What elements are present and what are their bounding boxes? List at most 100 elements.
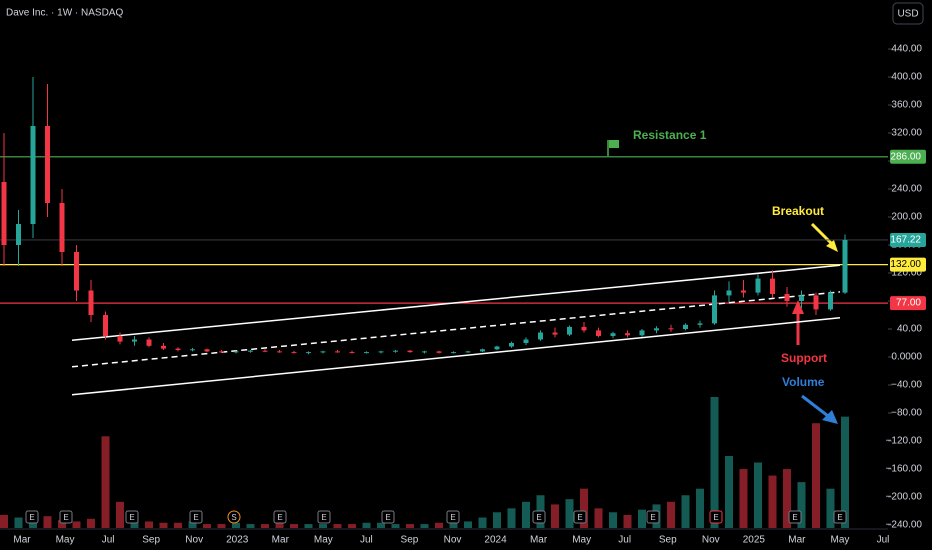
volume-bar bbox=[594, 508, 603, 528]
candle-body bbox=[59, 203, 65, 252]
volume-bar bbox=[217, 524, 226, 528]
volume-bar bbox=[130, 520, 139, 528]
y-tick-label: 320.00 bbox=[891, 128, 922, 139]
currency-button[interactable] bbox=[892, 2, 924, 25]
level-label: 132.00 bbox=[890, 259, 921, 270]
candle-body bbox=[828, 292, 833, 310]
y-tick-label: 360.00 bbox=[891, 100, 922, 111]
candle-body bbox=[842, 239, 848, 293]
candle-body bbox=[407, 350, 413, 353]
candle-body bbox=[422, 351, 427, 353]
candle-body bbox=[480, 349, 485, 352]
y-tick-label: −120.00 bbox=[886, 436, 923, 447]
event-badge bbox=[532, 510, 546, 524]
candle-body bbox=[219, 351, 224, 353]
x-tick-label: Jul bbox=[618, 535, 631, 546]
level-label: 286.00 bbox=[890, 151, 921, 162]
y-tick-label: −240.00 bbox=[886, 520, 923, 531]
x-tick-label: Sep bbox=[142, 535, 160, 546]
y-tick-label: 240.00 bbox=[891, 184, 922, 195]
volume-bar bbox=[261, 524, 269, 528]
volume-bar bbox=[348, 524, 356, 528]
volume-bar bbox=[0, 514, 8, 528]
candle-body bbox=[16, 224, 21, 245]
last-price-bg bbox=[890, 232, 926, 247]
volume-bar bbox=[232, 522, 240, 528]
y-tick-label: −160.00 bbox=[886, 464, 923, 475]
volume-bar bbox=[290, 524, 298, 528]
volume-bar bbox=[841, 416, 849, 528]
candle-body bbox=[320, 351, 326, 353]
event-badge bbox=[125, 510, 139, 524]
y-tick-label: 0.0000 bbox=[891, 352, 922, 363]
candle-body bbox=[625, 333, 630, 336]
event-label: E bbox=[713, 513, 718, 522]
y-tick-label: −200.00 bbox=[886, 492, 923, 503]
candle-body bbox=[552, 332, 558, 335]
volume-bar bbox=[362, 522, 371, 528]
volume-bar bbox=[377, 522, 385, 528]
candle-body bbox=[755, 278, 761, 293]
volume-bar bbox=[507, 508, 516, 528]
event-label: E bbox=[193, 513, 198, 522]
volume-bar bbox=[391, 524, 400, 528]
volume-bar bbox=[696, 488, 704, 528]
volume-bar bbox=[333, 524, 342, 528]
volume-bar bbox=[681, 495, 690, 528]
x-tick-label: Mar bbox=[788, 535, 806, 546]
y-tick-label: 440.00 bbox=[891, 44, 922, 55]
candle-body bbox=[436, 351, 442, 353]
y-tick-label: −40.00 bbox=[891, 380, 922, 391]
volume-bar bbox=[58, 520, 66, 528]
y-tick-label: −80.00 bbox=[891, 408, 922, 419]
candle-body bbox=[248, 350, 253, 352]
level-label-bg bbox=[890, 149, 926, 164]
candle-body bbox=[117, 336, 123, 342]
volume-bar bbox=[435, 522, 443, 528]
event-label: E bbox=[792, 513, 797, 522]
volume-label: Volume bbox=[782, 375, 825, 389]
volume-bar bbox=[754, 462, 762, 528]
volume-bar bbox=[522, 501, 530, 528]
volume-bar bbox=[101, 436, 110, 528]
candle-body bbox=[813, 295, 819, 310]
candle-body bbox=[190, 349, 195, 351]
volume-bar bbox=[464, 521, 472, 528]
volume-bar bbox=[739, 469, 748, 528]
candle-body bbox=[799, 295, 804, 301]
candle-body bbox=[45, 126, 50, 203]
x-tick-label: Nov bbox=[185, 535, 203, 546]
candle-body bbox=[103, 315, 108, 336]
volume-bar bbox=[116, 501, 124, 528]
event-label: E bbox=[321, 513, 326, 522]
breakout-arrow bbox=[810, 222, 834, 246]
candle-body bbox=[277, 351, 282, 353]
y-tick-label: 120.00 bbox=[891, 268, 922, 279]
candle-body bbox=[349, 352, 355, 354]
x-tick-label: May bbox=[572, 535, 591, 546]
currency[interactable]: USD bbox=[897, 9, 918, 20]
volume-bar bbox=[319, 524, 327, 528]
volume-bar bbox=[797, 482, 806, 528]
volume-bar bbox=[623, 514, 632, 528]
volume-bar bbox=[725, 455, 733, 528]
event-label: E bbox=[837, 513, 842, 522]
candle-body bbox=[494, 346, 500, 350]
volume-bar bbox=[812, 423, 820, 528]
candle-body bbox=[30, 126, 36, 224]
candle-body bbox=[654, 328, 659, 331]
candle-body bbox=[364, 352, 369, 354]
volume-bar bbox=[826, 488, 835, 528]
candle-body bbox=[523, 339, 529, 343]
y-tick-label: 200.00 bbox=[891, 212, 922, 223]
level-label-bg bbox=[890, 296, 926, 311]
candle-body bbox=[161, 345, 166, 349]
level-label-bg bbox=[890, 257, 926, 272]
x-tick-label: May bbox=[314, 535, 333, 546]
event-badge bbox=[788, 510, 802, 524]
y-tick-label: 40.00 bbox=[897, 324, 922, 335]
flag bbox=[609, 140, 619, 148]
x-tick-label: Sep bbox=[401, 535, 419, 546]
event-badge bbox=[227, 510, 241, 524]
candle-body bbox=[567, 326, 572, 335]
